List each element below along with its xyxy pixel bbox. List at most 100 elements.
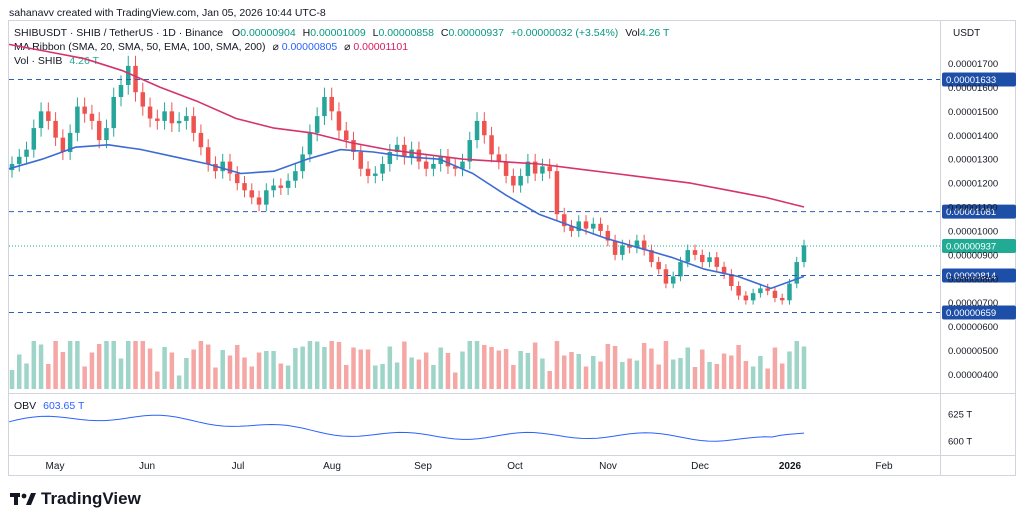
volume-bar xyxy=(147,348,153,389)
volume-bar xyxy=(591,356,596,389)
level-price-tag xyxy=(942,72,1016,87)
candle-body xyxy=(482,120,487,136)
y-axis-tick-label: 0.00001200 xyxy=(948,179,998,190)
volume-bar xyxy=(605,344,611,389)
volume-bar xyxy=(474,341,480,389)
volume-bar xyxy=(416,359,422,389)
candle-body xyxy=(743,295,749,301)
volume-bar xyxy=(634,360,640,389)
volume-bar xyxy=(278,363,284,389)
candle-body xyxy=(736,285,741,296)
candle-body xyxy=(67,132,73,153)
volume-bar xyxy=(525,353,531,389)
high-value: 0.00001009 xyxy=(310,27,366,39)
last-price-tag xyxy=(942,239,1016,254)
candle-body xyxy=(155,118,160,121)
candle-body xyxy=(554,171,560,215)
candle-body xyxy=(271,185,276,191)
candle-body xyxy=(227,161,233,174)
ma-ribbon-legend-row: MA Ribbon (SMA, 20, SMA, 50, EMA, 100, S… xyxy=(14,41,408,54)
volume-bar xyxy=(503,349,509,389)
volume-bar xyxy=(627,358,632,389)
volume-bar xyxy=(242,357,247,389)
candle-body xyxy=(329,96,334,112)
volume-bar xyxy=(765,368,770,389)
x-axis-label: May xyxy=(46,461,65,472)
candle-body xyxy=(162,111,167,121)
candle-body xyxy=(300,154,305,172)
volume-bar xyxy=(191,349,196,389)
obv-axis-tick-label: 625 T xyxy=(948,410,972,421)
volume-bar xyxy=(569,352,574,389)
volume-indicator-label[interactable]: Vol · SHIB xyxy=(14,55,63,67)
volume-bar xyxy=(794,341,799,389)
volume-bar xyxy=(561,355,567,389)
volume-bar xyxy=(220,350,225,389)
obv-label[interactable]: OBV xyxy=(14,400,37,412)
last-price-label: 0.00000937 xyxy=(946,242,996,253)
volume-bar xyxy=(460,351,465,389)
candle-body xyxy=(518,175,523,186)
volume-bar xyxy=(314,341,320,389)
volume-bar xyxy=(155,371,160,389)
volume-bar xyxy=(307,341,313,389)
close-label: C xyxy=(440,27,449,39)
volume-bar xyxy=(692,367,698,389)
volume-bar xyxy=(518,351,523,389)
candle-body xyxy=(256,197,262,205)
y-axis-tick-label: 0.00001000 xyxy=(948,226,998,237)
y-axis-tick-label: 0.00000500 xyxy=(948,346,998,357)
level-price-tag xyxy=(942,305,1016,320)
candle-body xyxy=(678,262,683,277)
candle-body xyxy=(649,250,654,263)
volume-bar xyxy=(394,362,400,389)
candle-body xyxy=(540,166,545,174)
volume-bar xyxy=(351,347,356,389)
volume-bar xyxy=(540,358,545,389)
candle-body xyxy=(511,175,516,186)
candle-body xyxy=(431,163,436,169)
x-axis-label: Jul xyxy=(232,461,245,472)
candle-body xyxy=(750,293,756,301)
volume-bar xyxy=(329,341,334,389)
tradingview-logo-icon xyxy=(10,493,36,505)
level-price-tag xyxy=(942,268,1016,283)
candle-body xyxy=(765,288,770,291)
candle-body xyxy=(598,223,603,231)
volume-bar xyxy=(779,363,785,389)
volume-bar xyxy=(663,341,669,389)
candle-body xyxy=(663,269,669,284)
candle-body xyxy=(656,262,661,270)
ma-ribbon-label[interactable]: MA Ribbon (SMA, 20, SMA, 50, EMA, 100, S… xyxy=(14,41,266,53)
level-price-label: 0.00001633 xyxy=(946,75,996,86)
tradingview-logo[interactable]: TradingView xyxy=(10,489,141,509)
symbol-name[interactable]: SHIBUSDT · SHIB / TetherUS · 1D · Binanc… xyxy=(14,27,224,39)
candle-body xyxy=(591,223,596,229)
candle-body xyxy=(314,116,320,133)
volume-bar xyxy=(772,347,778,389)
volume-bar xyxy=(467,341,473,389)
low-label: L xyxy=(372,27,379,39)
x-axis-label: 2026 xyxy=(779,461,802,472)
tradingview-logo-text: TradingView xyxy=(41,489,141,508)
level-price-label: 0.00001081 xyxy=(946,207,996,218)
y-axis-tick-label: 0.00000400 xyxy=(948,370,998,381)
candle-body xyxy=(111,96,116,129)
volume-bar xyxy=(184,358,189,389)
volume-bar xyxy=(576,354,582,389)
candle-body xyxy=(583,221,589,229)
volume-bar xyxy=(234,345,240,389)
volume-bar xyxy=(489,347,494,389)
volume-bar xyxy=(373,365,378,389)
candle-body xyxy=(547,166,552,172)
volume-bar xyxy=(554,341,560,389)
volume-bar xyxy=(641,343,647,389)
volume-bar xyxy=(685,347,690,389)
volume-bar xyxy=(249,366,255,389)
volume-bar xyxy=(82,366,87,389)
level-price-label: 0.00000814 xyxy=(946,271,996,282)
volume-bar xyxy=(612,346,618,389)
candle-body xyxy=(118,85,124,97)
candle-body xyxy=(569,226,574,231)
